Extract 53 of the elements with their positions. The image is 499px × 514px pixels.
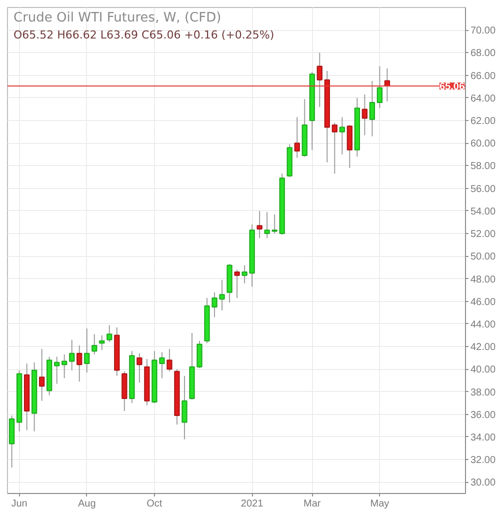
candlestick xyxy=(84,328,90,374)
candlestick xyxy=(99,334,105,350)
x-tick-label: May xyxy=(370,498,390,510)
y-tick-label: 46.00 xyxy=(470,296,496,308)
y-tick-label: 30.00 xyxy=(470,478,496,489)
y-tick-label: 42.00 xyxy=(470,342,496,354)
candlestick xyxy=(166,348,172,372)
candlestick xyxy=(339,116,345,155)
candlestick xyxy=(256,210,262,239)
candlestick xyxy=(234,269,240,298)
y-tick-label: 60.00 xyxy=(470,138,496,150)
candlestick xyxy=(294,116,300,158)
y-tick-label: 64.00 xyxy=(470,93,496,104)
candlestick xyxy=(76,344,82,382)
y-tick-label: 38.00 xyxy=(470,387,496,398)
y-tick-label: 58.00 xyxy=(470,161,496,172)
candlestick xyxy=(346,124,352,168)
x-tick-label: Aug xyxy=(78,498,96,510)
y-tick-label: 62.00 xyxy=(470,116,496,128)
candlestick xyxy=(332,122,338,174)
y-tick-label: 50.00 xyxy=(470,252,496,263)
y-tick-label: 36.00 xyxy=(470,410,496,421)
candlestick xyxy=(106,324,112,343)
y-tick-label: 34.00 xyxy=(470,432,496,444)
y-tick-label: 44.00 xyxy=(470,319,496,330)
x-tick-label: Oct xyxy=(146,498,162,510)
y-tick-label: 66.00 xyxy=(470,70,496,82)
candlestick xyxy=(316,52,322,108)
candlestick xyxy=(62,354,68,379)
y-tick-label: 52.00 xyxy=(470,229,496,240)
candlestick xyxy=(136,352,142,384)
candlestick xyxy=(369,80,376,137)
y-tick-label: 56.00 xyxy=(470,184,496,195)
candlestick xyxy=(38,348,45,402)
candlestick xyxy=(54,356,60,384)
x-tick-label: Jun xyxy=(11,498,28,510)
candlestick xyxy=(376,66,383,109)
candlestick xyxy=(362,94,368,136)
x-tick-label: Mar xyxy=(304,498,322,510)
candlestick xyxy=(196,340,202,369)
y-tick-label: 48.00 xyxy=(470,274,496,286)
text: O65.52 H66.62 L63.69 C65.06 +0.16 (+0.25%) xyxy=(14,28,274,42)
y-tick-label: 68.00 xyxy=(470,48,496,60)
y-tick-label: 70.00 xyxy=(470,26,496,37)
chart-title: Crude Oil WTI Futures, W, (CFD) xyxy=(14,10,222,26)
y-tick-label: 54.00 xyxy=(470,206,496,218)
candlestick xyxy=(92,334,98,355)
x-tick-label: 2021 xyxy=(240,498,264,510)
y-tick-label: 40.00 xyxy=(470,364,496,376)
candlestick xyxy=(69,339,75,371)
ref-line-label: 65.06 xyxy=(439,81,465,92)
candlestick xyxy=(182,375,188,440)
y-tick-label: 32.00 xyxy=(470,455,496,466)
